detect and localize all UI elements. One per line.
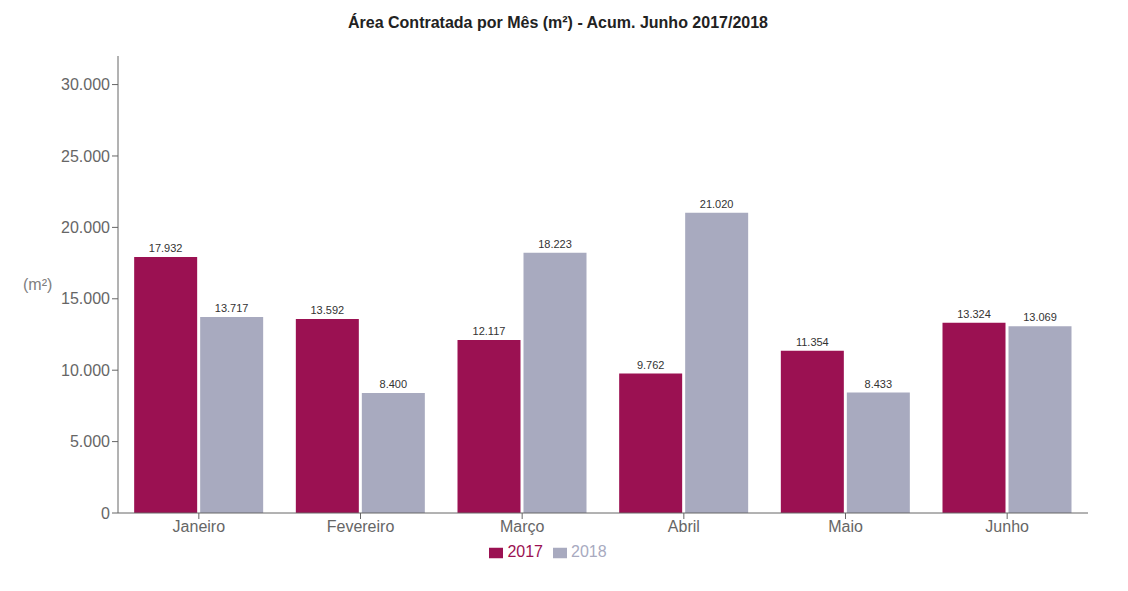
svg-text:13.069: 13.069 xyxy=(1023,311,1057,323)
svg-text:13.717: 13.717 xyxy=(215,302,249,314)
svg-text:Março: Março xyxy=(500,518,545,535)
svg-text:Abril: Abril xyxy=(668,518,700,535)
svg-text:17.932: 17.932 xyxy=(149,242,183,254)
svg-text:Janeiro: Janeiro xyxy=(173,518,226,535)
svg-text:8.400: 8.400 xyxy=(380,378,408,390)
svg-text:(m²): (m²) xyxy=(23,276,52,293)
svg-text:0: 0 xyxy=(101,505,110,522)
svg-text:15.000: 15.000 xyxy=(61,290,110,307)
svg-text:10.000: 10.000 xyxy=(61,362,110,379)
html-text:2017: 2017 xyxy=(507,543,543,560)
svg-text:13.324: 13.324 xyxy=(957,308,991,320)
svg-text:20.000: 20.000 xyxy=(61,219,110,236)
html-text:Área Contratada por Mês (m²) -: Área Contratada por Mês (m²) - Acum. Jun… xyxy=(348,14,768,31)
svg-text:Maio: Maio xyxy=(828,518,863,535)
svg-text:Junho: Junho xyxy=(985,518,1029,535)
svg-text:9.762: 9.762 xyxy=(637,359,665,371)
svg-text:13.592: 13.592 xyxy=(311,304,345,316)
svg-text:5.000: 5.000 xyxy=(70,433,110,450)
html-text:2018: 2018 xyxy=(571,543,607,560)
svg-text:12.117: 12.117 xyxy=(473,325,506,337)
svg-text:21.020: 21.020 xyxy=(700,198,734,210)
svg-text:30.000: 30.000 xyxy=(61,76,110,93)
svg-text:8.433: 8.433 xyxy=(865,378,893,390)
svg-text:11.354: 11.354 xyxy=(796,336,829,348)
svg-text:18.223: 18.223 xyxy=(538,238,572,250)
svg-text:25.000: 25.000 xyxy=(61,148,110,165)
svg-text:Fevereiro: Fevereiro xyxy=(327,518,395,535)
